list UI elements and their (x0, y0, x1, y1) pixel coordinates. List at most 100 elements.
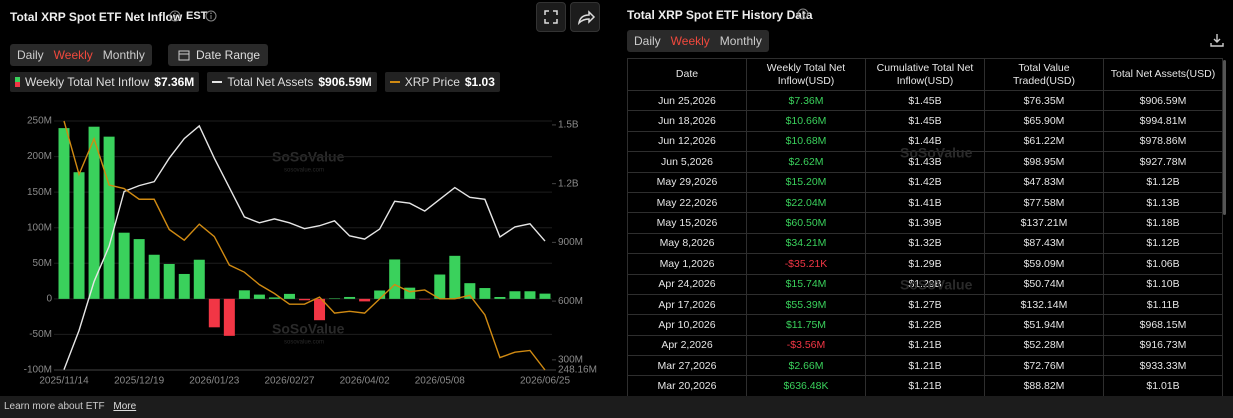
date-range-label: Date Range (196, 48, 261, 62)
bar (314, 298, 326, 321)
table-cell: $906.59M (1103, 89, 1223, 112)
x-tick-label: 2025/11/14 (39, 376, 89, 387)
bar (434, 274, 446, 299)
share-button[interactable] (570, 2, 600, 32)
table-cell: May 1,2026 (627, 253, 747, 275)
legend-swatch (212, 81, 223, 83)
bar (374, 290, 386, 299)
x-tick-label: 2025/12/19 (114, 376, 164, 387)
table-cell: Apr 10,2026 (627, 314, 747, 336)
y-tick-label: 50M (33, 258, 52, 269)
table-cell: $61.22M (984, 130, 1104, 153)
table-cell: Mar 27,2026 (627, 355, 747, 377)
table-cell: $978.86M (1103, 130, 1223, 153)
table-cell: $98.95M (984, 151, 1104, 173)
legend-value: $7.36M (154, 75, 195, 89)
date-range-button[interactable]: Date Range (168, 44, 269, 66)
table-cell: May 8,2026 (627, 232, 747, 255)
download-icon[interactable] (1210, 33, 1224, 47)
scrollbar[interactable] (1223, 60, 1226, 215)
y-tick-label: 0 (46, 293, 52, 304)
bar (193, 259, 205, 299)
watermark-sub: sosovalue.com (284, 168, 324, 174)
table-cell: $87.43M (984, 232, 1104, 255)
footer: Learn more about ETF More (0, 396, 1233, 418)
table-cell: $15.20M (746, 171, 866, 193)
bar (268, 297, 280, 299)
table-cell: $65.90M (984, 110, 1104, 132)
table-cell: $2.62M (746, 151, 866, 173)
table-cell: $22.04M (746, 191, 866, 214)
table-cell: $1.01B (1103, 375, 1223, 396)
table-cell: $927.78M (1103, 151, 1223, 173)
calendar-icon (178, 50, 190, 61)
legend-item[interactable]: Weekly Total Net Inflow $7.36M (10, 72, 200, 92)
y2-tick-label: 300M (558, 354, 583, 365)
table-cell: $1.44B (865, 130, 985, 153)
info-icon[interactable] (169, 10, 181, 22)
bar (178, 273, 190, 299)
table-cell: Jun 5,2026 (627, 151, 747, 173)
legend-item[interactable]: XRP Price $1.03 (384, 72, 500, 92)
period-tab[interactable]: Daily (634, 34, 661, 48)
table-cell: $50.74M (984, 273, 1104, 295)
table-row: Mar 20,2026 $636.48K $1.21B $88.82M $1.01B (627, 375, 1223, 396)
table-row: Apr 10,2026 $11.75M $1.22B $51.94M $968.15M (627, 314, 1223, 336)
x-tick-label: 2026/02/27 (264, 376, 314, 387)
column-header: Date (627, 58, 747, 91)
legend-value: $1.03 (464, 75, 495, 89)
bar (163, 263, 175, 299)
period-tab[interactable]: Weekly (53, 48, 93, 62)
table-cell: $636.48K (746, 375, 866, 396)
bar (479, 288, 491, 299)
table-cell: May 22,2026 (627, 191, 747, 214)
expand-button[interactable] (536, 2, 566, 32)
table-cell: $34.21M (746, 232, 866, 255)
period-tab[interactable]: Weekly (670, 34, 710, 48)
table-cell: $77.58M (984, 191, 1104, 214)
history-table: Date Weekly Total Net Inflow(USD) Cumulati… (627, 58, 1223, 396)
table-cell: $1.45B (865, 89, 985, 112)
y-tick-label: 250M (27, 116, 52, 127)
bar (344, 296, 356, 299)
table-cell: Apr 2,2026 (627, 334, 747, 357)
info-icon[interactable] (797, 8, 809, 20)
period-tab[interactable]: Monthly (102, 48, 145, 62)
bar (359, 298, 371, 302)
footer-link[interactable]: More (113, 401, 137, 412)
period-tabs: Daily Weekly Monthly (10, 44, 152, 66)
info-icon[interactable] (205, 10, 217, 22)
table-cell: $132.14M (984, 293, 1104, 316)
table-cell: $59.09M (984, 253, 1104, 275)
table-cell: $1.21B (865, 355, 985, 377)
table-cell: $1.12B (1103, 232, 1223, 255)
bar (253, 294, 265, 299)
table-cell: $1.13B (1103, 191, 1223, 214)
legend-item[interactable]: Total Net Assets $906.59M (207, 72, 377, 92)
bar (299, 298, 310, 301)
period-tab[interactable]: Monthly (719, 34, 762, 48)
table-row: Apr 2,2026 -$3.56M $1.21B $52.28M $916.73M (627, 334, 1223, 357)
column-header: Cumulative Total Net Inflow(USD) (865, 58, 985, 91)
table-cell: $1.22B (865, 314, 985, 336)
legend-swatch (15, 77, 20, 87)
legend-name: Total Net Assets (227, 75, 314, 89)
table-cell: $1.06B (1103, 253, 1223, 275)
table-row: Jun 25,2026 $7.36M $1.45B $76.35M $906.59M (627, 89, 1223, 112)
table-cell: -$3.56M (746, 334, 866, 357)
table-cell: -$35.21K (746, 253, 866, 275)
bar (283, 293, 295, 299)
watermark: SoSoValue (272, 321, 345, 337)
column-header: Total Net Assets(USD) (1103, 58, 1223, 91)
table-cell: $1.12B (1103, 171, 1223, 193)
table-row: Apr 24,2026 $15.74M $1.29B $50.74M $1.10B (627, 273, 1223, 295)
table-cell: $1.21B (865, 334, 985, 357)
table-cell: $47.83M (984, 171, 1104, 193)
bar (238, 290, 250, 299)
period-tab[interactable]: Daily (17, 48, 44, 62)
bar (73, 172, 85, 299)
x-tick-label: 2026/01/23 (189, 376, 239, 387)
bar (464, 283, 476, 299)
bar (88, 126, 100, 299)
